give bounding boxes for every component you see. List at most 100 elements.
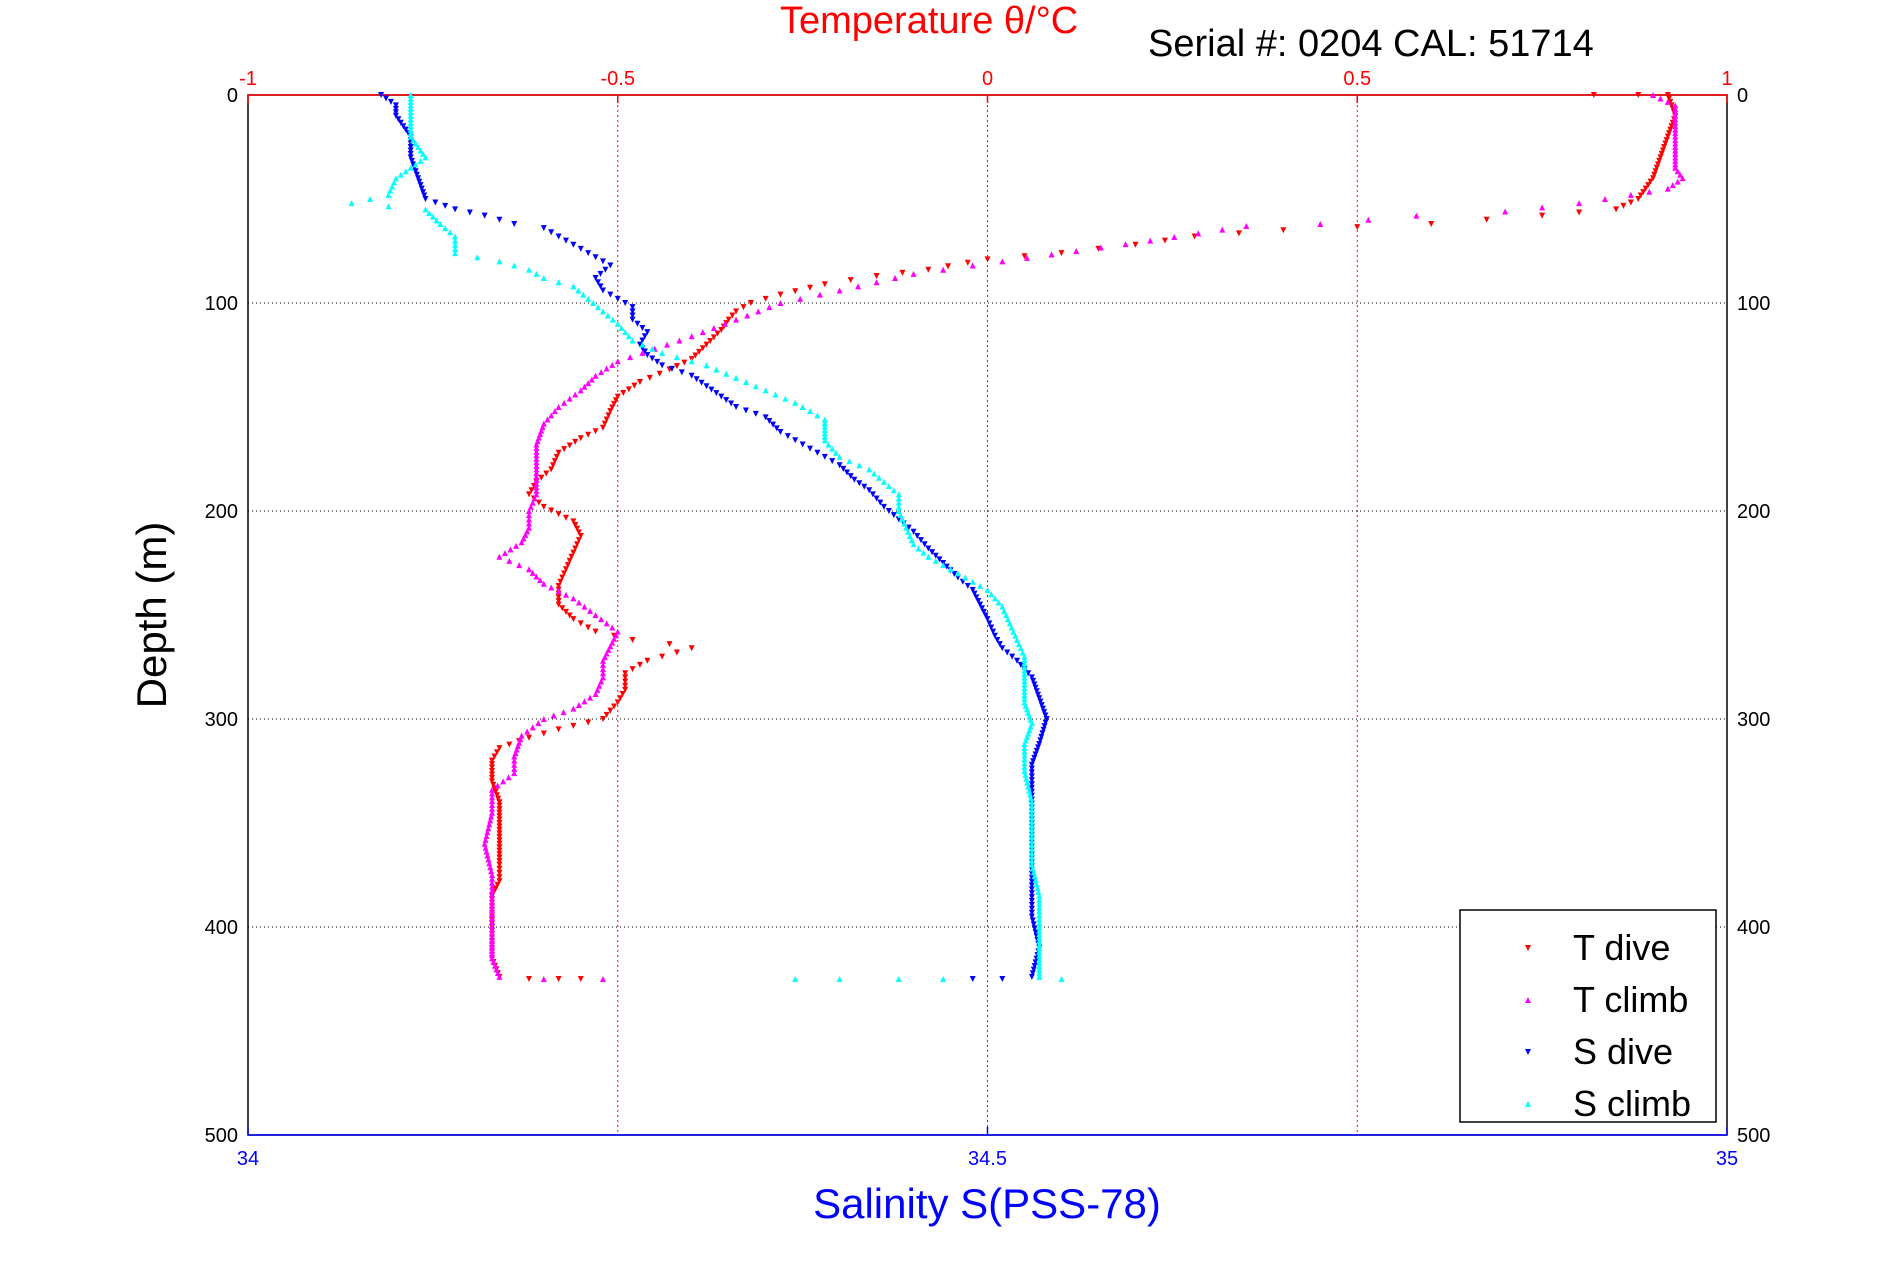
t-dive-point (496, 830, 503, 837)
s-dive-point (1028, 878, 1035, 885)
s-dive-point (1028, 769, 1035, 776)
s-dive-point (999, 976, 1006, 982)
s-dive-point (1009, 653, 1016, 660)
s-climb-point (871, 470, 878, 477)
s-climb-point (910, 541, 917, 548)
s-dive-point (407, 154, 414, 161)
s-climb-point (580, 291, 587, 298)
s-dive-point (978, 605, 985, 612)
t-dive-point (570, 616, 577, 623)
t-dive-point (622, 670, 629, 677)
t-dive-point (496, 865, 503, 872)
t-dive-point (496, 809, 503, 816)
s-climb-point (836, 976, 843, 982)
s-dive-point (1036, 740, 1043, 747)
s-climb-point (1036, 973, 1043, 980)
s-climb-point (1021, 688, 1028, 695)
t-climb-point (575, 701, 582, 708)
t-climb-point (489, 911, 496, 917)
s-climb-point (962, 574, 969, 581)
t-climb-point (721, 320, 728, 327)
t-climb-point (511, 770, 518, 777)
t-climb-point (533, 466, 540, 473)
s-dive-point (555, 233, 562, 240)
s-dive-point (1028, 784, 1035, 791)
t-climb-point (555, 404, 562, 410)
t-dive-point (577, 532, 584, 539)
t-climb-point (1195, 230, 1202, 237)
t-climb-point (489, 918, 496, 925)
t-climb-point (733, 316, 740, 323)
s-climb-point (649, 345, 656, 352)
t-dive-point (821, 281, 828, 288)
s-climb-point (412, 161, 419, 168)
temperature-tick-label: -0.5 (601, 68, 635, 90)
t-dive-point (585, 719, 592, 726)
t-climb-point (485, 856, 492, 863)
s-climb-point (821, 419, 828, 426)
s-climb-point (885, 483, 892, 490)
s-dive-point (392, 102, 399, 109)
t-dive-point (496, 816, 503, 823)
t-climb-point (500, 778, 507, 785)
s-climb-point (533, 270, 540, 277)
s-climb-point (1031, 873, 1038, 880)
t-climb-point (599, 666, 606, 673)
t-climb-point (494, 782, 501, 789)
t-dive-point (725, 316, 732, 323)
s-climb-point (932, 557, 939, 564)
s-climb-point (452, 233, 459, 240)
s-climb-point (1001, 607, 1008, 614)
s-dive-point (413, 171, 420, 178)
t-dive-point (572, 545, 579, 552)
t-dive-point (506, 741, 513, 748)
s-dive-point (1028, 886, 1035, 893)
s-climb-point (821, 433, 828, 440)
s-dive-point (1029, 917, 1036, 924)
t-climb-point (489, 934, 496, 941)
t-dive-point (611, 400, 618, 407)
depth-tick-label-left: 500 (205, 1125, 238, 1147)
salinity-tick-label: 34.5 (968, 1148, 1007, 1170)
s-dive-point (432, 199, 439, 206)
t-dive-point (592, 628, 599, 635)
s-climb-point (415, 144, 422, 150)
t-climb-point (999, 258, 1006, 265)
s-climb-point (915, 545, 922, 552)
s-dive-point (407, 147, 414, 154)
s-climb-point (402, 168, 409, 175)
s-climb-point (625, 333, 632, 340)
t-climb-point (1672, 119, 1679, 126)
t-climb-point (485, 825, 492, 832)
s-climb-point (1021, 740, 1028, 747)
s-climb-point (908, 537, 915, 544)
t-dive-point (566, 557, 573, 564)
t-dive-point (666, 641, 673, 648)
t-climb-point (544, 416, 551, 423)
s-climb-point (856, 462, 863, 469)
t-climb-point (598, 369, 605, 376)
t-dive-point (1658, 150, 1665, 157)
t-dive-point (899, 269, 906, 276)
t-climb-point (489, 790, 496, 797)
t-dive-point (945, 263, 952, 270)
s-climb-point (897, 512, 904, 519)
s-climb-point (407, 95, 414, 102)
salinity-tick-label: 35 (1716, 1148, 1738, 1170)
s-climb-point (639, 341, 646, 348)
t-climb-point (1672, 161, 1679, 168)
t-climb-point (487, 817, 494, 824)
t-climb-point (489, 899, 496, 906)
s-climb-point (1034, 885, 1041, 891)
t-climb-point (488, 868, 495, 875)
t-dive-point (1428, 220, 1435, 227)
s-dive-point (856, 480, 863, 487)
s-climb-point (1036, 966, 1043, 973)
t-climb-point (664, 341, 671, 348)
t-dive-point (740, 304, 747, 311)
s-dive-point (1035, 691, 1042, 698)
t-climb-point (489, 926, 496, 933)
s-climb-point (1028, 846, 1035, 852)
s-climb-point (407, 105, 414, 112)
s-climb-point (1008, 624, 1015, 631)
